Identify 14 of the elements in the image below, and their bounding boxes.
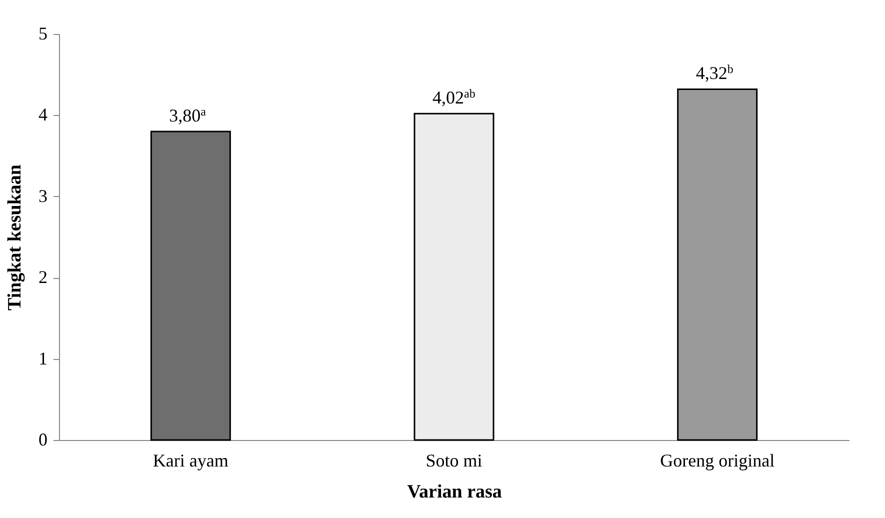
x-tick-label: Soto mi [426,450,482,470]
bar [414,112,494,441]
bar [677,88,758,441]
x-tick-label: Goreng original [660,450,775,470]
y-tick-label: 2 [38,267,48,288]
x-axis-title: Varian rasa [407,482,502,502]
y-tick-label: 3 [38,186,48,206]
y-axis-title: Tingkat kesukaan [4,164,26,310]
y-tick-label: 0 [38,430,48,450]
y-tick-label: 4 [38,104,48,125]
y-tick-label: 5 [38,24,48,44]
bar [150,130,231,441]
y-tick-label: 1 [38,348,48,368]
x-tick-label: Kari ayam [152,450,228,470]
